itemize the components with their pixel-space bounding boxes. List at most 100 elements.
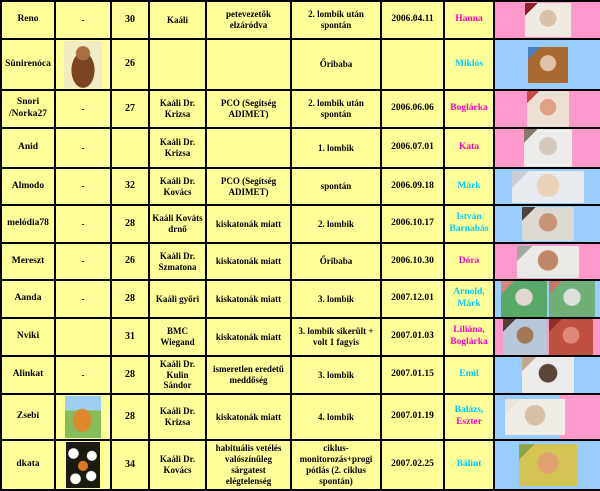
baby-photo-cell <box>493 393 600 441</box>
result-cell: Őribaba <box>290 38 382 91</box>
table-row: melódia78-28 Kaáli Kováts drnő kiskatonák … <box>0 204 600 244</box>
baby-photo-image <box>521 358 574 392</box>
diagnosis-cell: PCO (Segítség ADIMET) <box>205 89 292 129</box>
diagnosis-cell <box>205 127 292 169</box>
baby-name: Dóra <box>458 255 480 266</box>
baby-photos <box>496 396 599 438</box>
table-row: Mereszt -26 Kaáli Dr. Szmatona kiskatonák m… <box>0 242 600 281</box>
baby-photos <box>496 282 599 316</box>
baby-photo-image <box>511 170 584 203</box>
avatar-cell: - <box>54 204 112 244</box>
doctor-cell: Kaáli Dr. Kovács <box>148 439 207 491</box>
diagnosis-cell: PCO (Segítség ADIMET) <box>205 167 292 206</box>
baby-photo-image <box>505 399 565 435</box>
age-cell: 30 <box>110 0 150 40</box>
baby-name: Kata <box>458 142 480 153</box>
nickname-cell: melódia78 <box>0 204 56 244</box>
baby-photos <box>496 245 599 278</box>
baby-names-cell: Kata <box>443 127 495 169</box>
table-row: Aanda -28 Kaáli győri kiskatonák miatt 3. lo… <box>0 279 600 319</box>
age-cell: 28 <box>110 279 150 319</box>
avatar-cell <box>54 393 112 441</box>
baby-name: Liliána, <box>453 325 485 336</box>
nickname-cell: Zsebi <box>0 393 56 441</box>
table-row: Reno -30 Kaáli petevezetők elzáródva 2. lomb… <box>0 0 600 40</box>
doctor-cell: Kaáli <box>148 0 207 40</box>
age-cell: 32 <box>110 167 150 206</box>
age-cell: 26 <box>110 242 150 281</box>
avatar-cell: - <box>54 127 112 169</box>
table-row: Almodo -32 Kaáli Dr. Kovács PCO (Segítség A… <box>0 167 600 206</box>
result-cell: 2. lombik után spontán <box>290 0 382 40</box>
baby-names-cell: Márk <box>443 167 495 206</box>
baby-photo-cell <box>493 355 600 395</box>
avatar-cell: - <box>54 242 112 281</box>
nickname-cell: Alinkat <box>0 355 56 395</box>
baby-photo-cell <box>493 204 600 244</box>
diagnosis-cell: kiskatonák miatt <box>205 242 292 281</box>
nickname-cell: Aanda <box>0 279 56 319</box>
birth-date-cell <box>380 38 445 91</box>
baby-photos <box>496 207 599 241</box>
result-cell: ciklus-monitorozás+progi pótlás (2. cikl… <box>290 439 382 491</box>
baby-photo-cell <box>493 167 600 206</box>
doctor-cell: Kaáli Dr. Krizsa <box>148 89 207 129</box>
birth-date-cell: 2007.12.01 <box>380 279 445 319</box>
birth-date-cell: 2006.07.01 <box>380 127 445 169</box>
baby-names-cell: Miklós <box>443 38 495 91</box>
baby-photos <box>496 130 599 166</box>
diagnosis-cell: petevezetők elzáródva <box>205 0 292 40</box>
baby-names-cell: Arnold, Márk <box>443 279 495 319</box>
birth-date-cell: 2006.06.06 <box>380 89 445 129</box>
avatar-cell: - <box>54 279 112 319</box>
birth-date-cell: 2007.01.15 <box>380 355 445 395</box>
result-cell: 2. lombik <box>290 204 382 244</box>
baby-photo-image <box>523 130 572 166</box>
diagnosis-cell: ismeretlen eredetű meddőség <box>205 355 292 395</box>
baby-photo-image <box>527 46 568 83</box>
birth-date-cell: 2006.09.18 <box>380 167 445 206</box>
baby-photo-cell <box>493 127 600 169</box>
baby-photos <box>496 442 599 488</box>
nickname-cell: Nviki <box>0 317 56 357</box>
table-row: Zsebi 28 Kaáli Dr. Krizsa kiskatonák miatt 4… <box>0 393 600 441</box>
doctor-cell: Kaáli Dr. Krizsa <box>148 127 207 169</box>
result-cell: spontán <box>290 167 382 206</box>
baby-photo-cell <box>493 0 600 40</box>
birth-date-cell: 2007.01.03 <box>380 317 445 357</box>
baby-name: Boglárka <box>450 337 488 347</box>
baby-name: Márk <box>457 180 481 191</box>
baby-name: Bálint <box>456 459 482 470</box>
diagnosis-cell: habituális vetélés valószínűleg sárgates… <box>205 439 292 491</box>
baby-photo-image <box>521 207 574 241</box>
result-cell: 3. lombik <box>290 355 382 395</box>
avatar-cell: - <box>54 355 112 395</box>
avatar-cell: - <box>54 89 112 129</box>
age-cell: 28 <box>110 355 150 395</box>
kangaroo-cartoon-avatar-image <box>65 396 101 438</box>
diagnosis-cell: kiskatonák miatt <box>205 393 292 441</box>
doctor-cell: Kaáli Kováts drnő <box>148 204 207 244</box>
age-cell: 28 <box>110 204 150 244</box>
age-cell: 26 <box>110 38 150 91</box>
nickname-cell: Anid <box>0 127 56 169</box>
baby-name: István Barnabás <box>449 212 489 234</box>
baby-photos <box>496 3 599 37</box>
age-cell: 28 <box>110 393 150 441</box>
birth-date-cell: 2006.04.11 <box>380 0 445 40</box>
age-cell: 34 <box>110 439 150 491</box>
nickname-cell: Almodo <box>0 167 56 206</box>
result-cell: 3. lombik sikerült + volt 1 fagyis <box>290 317 382 357</box>
nickname-cell: Snori /Norka27 <box>0 89 56 129</box>
baby-photo-cell <box>493 38 600 91</box>
avatar-cell <box>54 439 112 491</box>
baby-name: Hanna <box>455 14 483 25</box>
diagnosis-cell: kiskatonák miatt <box>205 279 292 319</box>
baby-names-cell: Emil <box>443 355 495 395</box>
baby-photos <box>496 92 599 126</box>
flowers-photo-avatar-image <box>66 442 100 488</box>
baby-name: Arnold, <box>453 287 485 298</box>
age-cell <box>110 127 150 169</box>
table-row: Anid - Kaáli Dr. Krizsa 1. lombik 2006.07.01… <box>0 127 600 169</box>
